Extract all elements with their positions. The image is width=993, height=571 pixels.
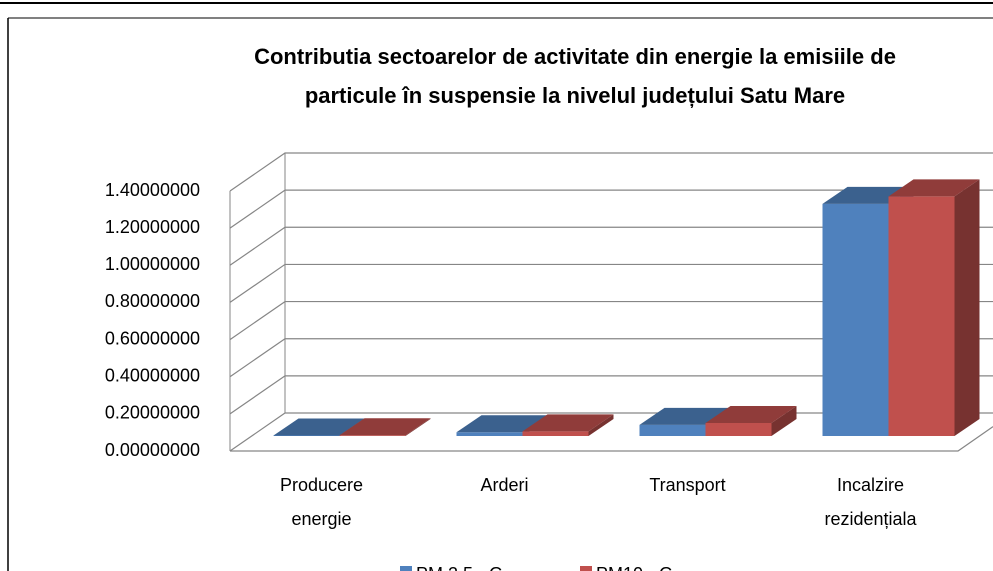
bar-side xyxy=(588,414,614,436)
floor-front xyxy=(230,426,993,452)
bar-front xyxy=(822,203,889,436)
bar-top xyxy=(888,179,980,197)
legend-label: PM 2.5 - G xyxy=(416,564,503,571)
grid-line xyxy=(229,152,993,192)
y-tick-label: 0.00000000 xyxy=(105,440,200,460)
bar-front xyxy=(339,435,406,436)
bar xyxy=(888,179,980,436)
y-tick-label: 1.40000000 xyxy=(105,180,200,200)
bar-front xyxy=(273,435,340,436)
bar-top xyxy=(639,407,731,425)
bar-top xyxy=(339,418,431,436)
y-tick-label: 0.60000000 xyxy=(105,328,200,348)
y-tick-label: 1.20000000 xyxy=(105,217,200,237)
y-tick-label: 0.80000000 xyxy=(105,291,200,311)
legend-label: PM10 - G xyxy=(596,564,673,571)
legend-swatch xyxy=(400,566,412,571)
x-tick-label: Incalzire rezidențiala xyxy=(824,475,917,529)
bar-side xyxy=(405,418,431,436)
y-tick-label: 0.40000000 xyxy=(105,365,200,385)
bar-side xyxy=(954,179,980,436)
bar xyxy=(705,406,797,436)
x-tick-label: Producere energie xyxy=(280,475,363,529)
legend-swatch xyxy=(580,566,592,571)
bar-top xyxy=(456,415,548,433)
chart-title: Contributia sectoarelor de activitate di… xyxy=(254,44,896,108)
bar-front xyxy=(639,424,706,436)
bar-top xyxy=(273,418,365,436)
bar-side xyxy=(771,406,797,436)
y-tick-label: 0.20000000 xyxy=(105,403,200,423)
bar-front xyxy=(705,423,772,436)
y-tick-label: 1.00000000 xyxy=(105,254,200,274)
bar xyxy=(339,418,431,436)
bar-front xyxy=(522,431,589,436)
x-tick-label: Transport xyxy=(649,475,725,495)
bar xyxy=(522,414,614,436)
x-tick-label: Arderi xyxy=(480,475,528,495)
bar-top xyxy=(705,406,797,423)
bar-front xyxy=(888,196,955,436)
bar-top xyxy=(522,414,614,432)
bar-front xyxy=(456,432,523,436)
